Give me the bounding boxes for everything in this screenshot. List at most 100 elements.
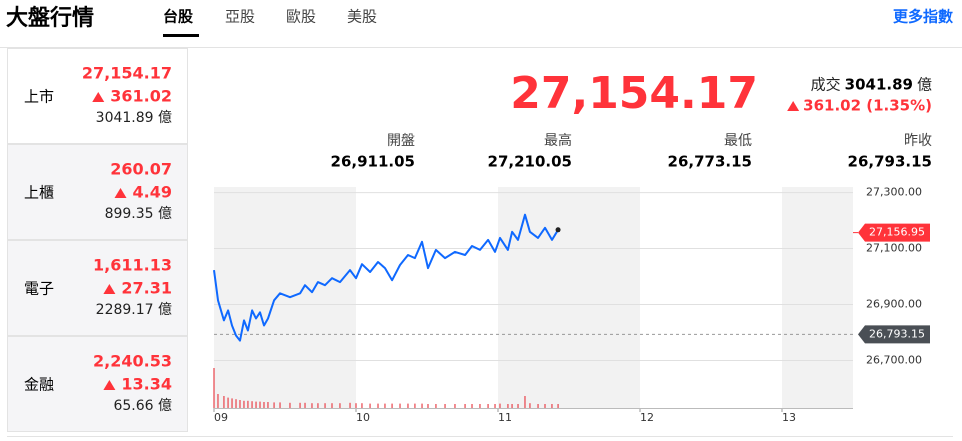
volume-bar <box>304 402 306 408</box>
volume-bar <box>524 396 526 408</box>
market-change: 27.31 <box>121 279 172 298</box>
volume-bar <box>223 396 225 408</box>
up-triangle <box>114 188 127 198</box>
intraday-chart: 27,300.00 27,100.00 26,900.00 26,700.00 09 10… <box>213 186 930 424</box>
volume-bar <box>384 403 386 408</box>
volume-bar <box>227 397 229 408</box>
market-tab[interactable]: 台股 <box>163 8 194 26</box>
last-tag <box>858 223 930 242</box>
volume-bar <box>544 404 546 408</box>
volume-bar <box>414 403 416 408</box>
market-row[interactable] <box>7 144 188 240</box>
volume-bar <box>247 400 249 408</box>
volume-label: 成交 <box>811 76 841 94</box>
volume-bar <box>529 403 531 408</box>
market-tab[interactable]: 亞股 <box>225 8 255 26</box>
market-name: 金融 <box>24 376 54 394</box>
market-volume: 2289.17 億 <box>96 302 172 318</box>
volume-bar <box>427 404 429 408</box>
volume-bar <box>235 399 237 408</box>
up-triangle <box>103 380 116 390</box>
index-change: 361.02 (1.35%) <box>803 97 932 115</box>
market-name: 上櫃 <box>24 184 54 202</box>
up-triangle <box>92 92 105 102</box>
market-value: 27,154.17 <box>82 64 172 83</box>
market-change: 361.02 <box>110 87 172 106</box>
stat-value: 26,793.15 <box>848 153 932 171</box>
volume-value: 3041.89 <box>845 76 913 94</box>
volume-bar <box>279 402 281 408</box>
volume-bar <box>464 404 466 408</box>
market-volume: 899.35 億 <box>105 206 172 222</box>
market-volume: 65.66 億 <box>113 398 172 414</box>
volume-bar <box>499 403 501 408</box>
widget-title: 大盤行情 <box>6 5 94 31</box>
market-name: 電子 <box>24 280 54 298</box>
volume-bar <box>537 404 539 408</box>
volume-bar <box>267 402 269 408</box>
volume-bar <box>331 403 333 408</box>
market-row[interactable] <box>7 240 188 336</box>
volume-bar <box>479 404 481 408</box>
volume-bar <box>391 403 393 408</box>
volume-bar <box>551 404 553 408</box>
market-tab[interactable]: 美股 <box>347 8 377 26</box>
more-indices-link[interactable]: 更多指數 <box>893 8 953 26</box>
volume-bar <box>317 403 319 408</box>
volume-bar <box>407 403 409 408</box>
volume-bar <box>444 404 446 408</box>
stat-value: 26,773.15 <box>668 153 752 171</box>
volume-unit: 億 <box>917 76 932 94</box>
market-row[interactable] <box>7 336 188 432</box>
stat-label: 開盤 <box>387 133 415 149</box>
hour-band <box>214 187 356 408</box>
x-tick-label: 10 <box>356 411 370 424</box>
up-triangle <box>103 284 116 294</box>
volume-bar <box>263 402 265 408</box>
market-change: 13.34 <box>121 375 172 394</box>
volume-bar <box>399 403 401 408</box>
stat-label: 昨收 <box>904 133 932 149</box>
stat-value: 26,911.05 <box>331 153 415 171</box>
stat-label: 最高 <box>544 132 572 149</box>
market-name: 上市 <box>24 88 54 106</box>
volume-bar <box>421 403 423 408</box>
market-list: 上市 27,154.17 361.02 3041.89 億上櫃 260.07 4.49 89… <box>7 48 953 437</box>
volume-bar <box>239 400 241 408</box>
market-tab[interactable]: 歐股 <box>286 8 316 26</box>
volume-bar <box>213 368 215 408</box>
y-tick-label: 27,300.00 <box>866 186 922 199</box>
last-point <box>555 227 561 233</box>
volume-bar <box>435 404 437 408</box>
volume-bar <box>251 401 253 408</box>
market-value: 260.07 <box>110 160 172 179</box>
volume-bar <box>494 404 496 408</box>
market-volume: 3041.89 億 <box>96 110 172 126</box>
up-triangle <box>787 101 800 111</box>
volume-bar <box>273 402 275 408</box>
volume-bar <box>361 403 363 408</box>
x-tick-label: 12 <box>640 411 654 424</box>
active-tab-underline <box>163 34 199 37</box>
x-tick-label: 09 <box>214 411 228 424</box>
volume-bar <box>255 401 257 408</box>
volume-bar <box>243 400 245 408</box>
volume-bar <box>349 402 351 408</box>
market-value: 1,611.13 <box>93 256 172 275</box>
volume-bar <box>299 402 301 408</box>
volume-bar <box>355 403 357 408</box>
y-tick-label: 26,900.00 <box>866 297 922 310</box>
volume-bar <box>471 404 473 408</box>
y-tick-label: 26,700.00 <box>866 353 922 366</box>
volume-bar <box>231 398 233 408</box>
volume-bar <box>454 404 456 408</box>
y-tick-label: 27,100.00 <box>866 242 922 255</box>
volume-bar <box>369 403 371 408</box>
volume-bar <box>487 404 489 408</box>
market-value: 2,240.53 <box>93 352 172 371</box>
volume-bar <box>217 394 219 408</box>
prev-close-tag <box>858 325 930 344</box>
x-tick-label: 11 <box>498 411 512 424</box>
hour-band <box>782 187 853 408</box>
